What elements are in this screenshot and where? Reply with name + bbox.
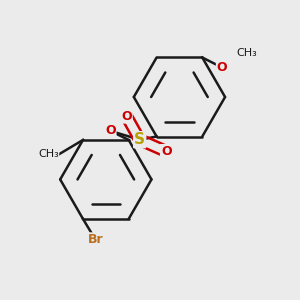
Text: S: S	[134, 132, 145, 147]
Text: O: O	[217, 61, 227, 74]
Text: O: O	[121, 110, 132, 123]
Text: CH₃: CH₃	[38, 149, 59, 159]
Text: O: O	[161, 145, 172, 158]
Text: CH₃: CH₃	[237, 48, 258, 58]
Text: O: O	[105, 124, 116, 137]
Text: Br: Br	[88, 233, 103, 246]
